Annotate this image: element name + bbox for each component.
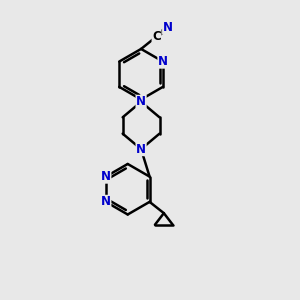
Text: N: N <box>101 195 111 208</box>
Text: N: N <box>158 55 168 68</box>
Text: N: N <box>136 95 146 108</box>
Text: N: N <box>136 142 146 156</box>
Text: N: N <box>101 170 111 183</box>
Text: C: C <box>152 30 161 43</box>
Text: N: N <box>163 21 173 34</box>
